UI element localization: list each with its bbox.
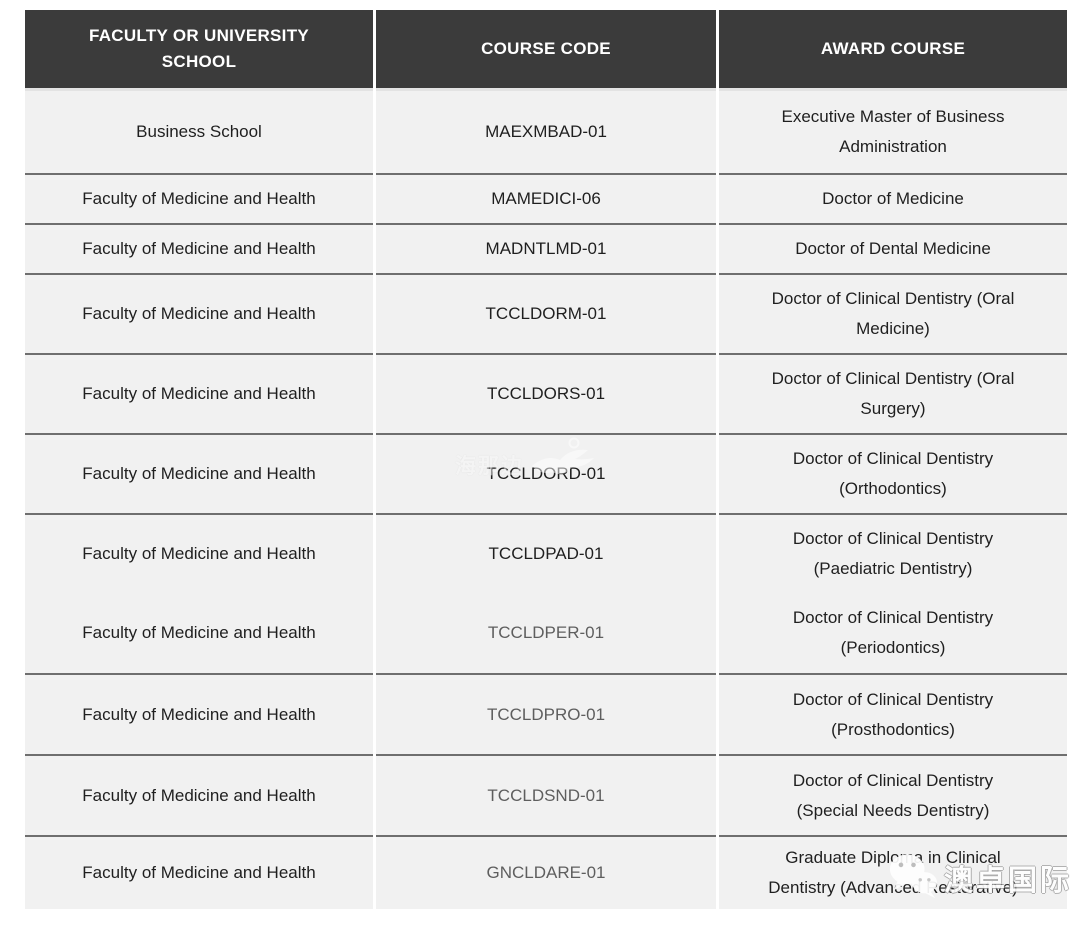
course-code-cell: TCCLDPAD-01	[376, 513, 716, 593]
table-row: Faculty of Medicine and Health TCCLDORM-…	[25, 273, 1067, 353]
table-row: Faculty of Medicine and Health TCCLDSND-…	[25, 754, 1067, 835]
course-code-cell: MAEXMBAD-01	[376, 88, 716, 173]
award-course-cell: Doctor of Clinical Dentistry (Oral Medic…	[719, 273, 1067, 353]
award-course-cell: Doctor of Clinical Dentistry (Special Ne…	[719, 754, 1067, 835]
faculty-cell: Faculty of Medicine and Health	[25, 673, 373, 754]
course-code-cell: TCCLDORM-01	[376, 273, 716, 353]
award-course-cell: Executive Master of Business Administrat…	[719, 88, 1067, 173]
table-row: Faculty of Medicine and Health MAMEDICI-…	[25, 173, 1067, 223]
table-row: Faculty of Medicine and Health TCCLDPER-…	[25, 593, 1067, 673]
table-row: Faculty of Medicine and Health TCCLDPAD-…	[25, 513, 1067, 593]
course-code-cell: TCCLDSND-01	[376, 754, 716, 835]
table-row: Faculty of Medicine and Health GNCLDARE-…	[25, 835, 1067, 909]
table-row: Faculty of Medicine and Health TCCLDORS-…	[25, 353, 1067, 433]
column-header-course-code: COURSE CODE	[376, 10, 716, 88]
column-header-faculty: FACULTY OR UNIVERSITY SCHOOL	[25, 10, 373, 88]
faculty-cell: Faculty of Medicine and Health	[25, 835, 373, 909]
faculty-cell: Faculty of Medicine and Health	[25, 593, 373, 673]
table-row: Business School MAEXMBAD-01 Executive Ma…	[25, 88, 1067, 173]
faculty-cell: Faculty of Medicine and Health	[25, 513, 373, 593]
course-code-cell: MAMEDICI-06	[376, 173, 716, 223]
faculty-cell: Faculty of Medicine and Health	[25, 173, 373, 223]
course-table: FACULTY OR UNIVERSITY SCHOOL COURSE CODE…	[22, 10, 1070, 909]
table-row: Faculty of Medicine and Health TCCLDORD-…	[25, 433, 1067, 513]
course-code-cell: TCCLDORS-01	[376, 353, 716, 433]
award-course-cell: Doctor of Clinical Dentistry (Oral Surge…	[719, 353, 1067, 433]
table-header-row: FACULTY OR UNIVERSITY SCHOOL COURSE CODE…	[25, 10, 1067, 88]
course-code-cell: TCCLDORD-01	[376, 433, 716, 513]
table-row: Faculty of Medicine and Health MADNTLMD-…	[25, 223, 1067, 273]
course-code-cell: MADNTLMD-01	[376, 223, 716, 273]
course-code-cell: TCCLDPER-01	[376, 593, 716, 673]
course-code-cell: TCCLDPRO-01	[376, 673, 716, 754]
award-course-cell: Doctor of Dental Medicine	[719, 223, 1067, 273]
faculty-cell: Faculty of Medicine and Health	[25, 754, 373, 835]
award-course-cell: Doctor of Clinical Dentistry (Prosthodon…	[719, 673, 1067, 754]
award-course-cell: Graduate Diploma in Clinical Dentistry (…	[719, 835, 1067, 909]
faculty-cell: Faculty of Medicine and Health	[25, 273, 373, 353]
faculty-cell: Faculty of Medicine and Health	[25, 223, 373, 273]
faculty-cell: Faculty of Medicine and Health	[25, 353, 373, 433]
award-course-cell: Doctor of Clinical Dentistry (Periodonti…	[719, 593, 1067, 673]
faculty-cell: Faculty of Medicine and Health	[25, 433, 373, 513]
table-row: Faculty of Medicine and Health TCCLDPRO-…	[25, 673, 1067, 754]
course-code-cell: GNCLDARE-01	[376, 835, 716, 909]
column-header-award-course: AWARD COURSE	[719, 10, 1067, 88]
award-course-cell: Doctor of Clinical Dentistry (Orthodonti…	[719, 433, 1067, 513]
award-course-cell: Doctor of Clinical Dentistry (Paediatric…	[719, 513, 1067, 593]
award-course-cell: Doctor of Medicine	[719, 173, 1067, 223]
faculty-cell: Business School	[25, 88, 373, 173]
